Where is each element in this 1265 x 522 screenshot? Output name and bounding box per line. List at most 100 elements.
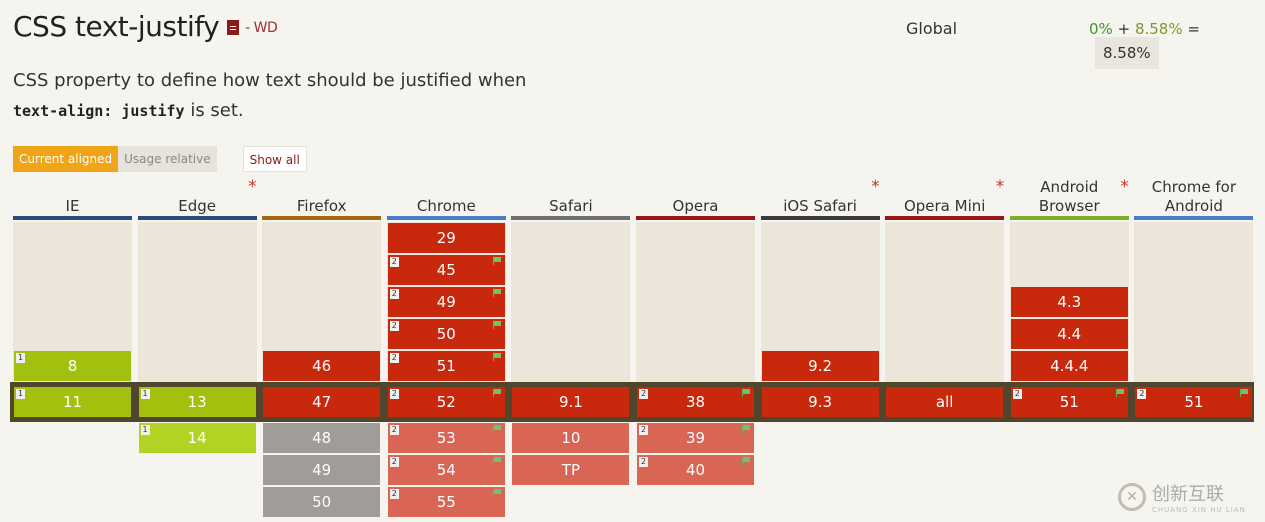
version-cell[interactable]: TP [512,455,630,485]
version-label: 10 [561,429,581,447]
current-aligned-button[interactable]: Current aligned [13,146,119,172]
version-cell[interactable]: 10 [512,423,630,453]
version-cell[interactable]: 4.4 [1010,319,1128,349]
version-label: 53 [436,429,456,447]
browser-header[interactable]: Android Browser * [1009,178,1129,220]
flag-icon [492,289,502,297]
note-badge: 1 [140,425,150,435]
version-cell[interactable]: all [886,387,1004,417]
browser-name: Chrome [416,197,476,215]
flag-icon [492,489,502,497]
version-cell[interactable]: 4.4.4 [1010,351,1128,381]
browser-color-bar [262,216,382,220]
document-icon[interactable] [227,20,240,35]
version-label: 49 [312,461,332,479]
usage-relative-button[interactable]: Usage relative [118,146,217,172]
version-cell[interactable]: 9.1 [512,387,630,417]
browser-column [1134,222,1254,382]
version-label: 45 [436,261,456,279]
global-total: 8.58% [1095,37,1159,69]
version-cell[interactable]: 50 [263,487,381,517]
version-label: 11 [62,393,83,411]
browser-color-bar [511,216,631,220]
description-text-pre: CSS property to define how text should b… [13,70,527,91]
version-label: 48 [312,429,332,447]
global-partial: 8.58% [1134,20,1183,38]
version-cell[interactable]: 53 2 [387,423,505,453]
prefix-star-icon: * [248,177,257,197]
browser-header[interactable]: Opera Mini * [885,178,1005,220]
version-label: 13 [187,393,207,411]
note-badge: 2 [389,389,399,399]
browser-header[interactable]: Safari [511,178,631,220]
browser-header[interactable]: Edge * [137,177,257,220]
browser-header[interactable]: Chrome [386,178,506,220]
browser-color-bar [1134,216,1254,220]
version-cell[interactable]: 9.2 [761,351,879,381]
browser-column [885,222,1005,382]
watermark-logo-icon: ✕ [1118,483,1146,511]
version-cell[interactable]: 50 2 [387,319,505,349]
version-cell[interactable]: 11 1 [14,387,131,417]
description-code: text-align: justify [13,102,185,120]
version-cell[interactable]: 39 2 [637,423,754,453]
version-label: 54 [436,461,456,479]
flag-icon [492,425,502,433]
description-text-post: is set. [184,100,244,121]
flag-icon [742,425,751,433]
version-label: TP [561,461,580,479]
browser-color-bar [137,216,257,220]
version-cell[interactable]: 9.3 [761,387,879,417]
version-cell[interactable]: 55 2 [387,487,505,517]
version-cell[interactable]: 4.3 [1010,287,1128,317]
page-title: CSS text-justify - WD [13,10,278,43]
version-cell[interactable]: 48 [263,423,381,453]
browser-header[interactable]: iOS Safari * [760,177,880,220]
version-cell[interactable]: 51 2 [387,351,505,381]
browser-color-bar [1009,216,1129,220]
browser-header[interactable]: Opera [636,178,755,220]
version-cell[interactable]: 29 [387,223,505,253]
version-cell[interactable]: 47 [263,387,381,417]
version-cell[interactable]: 51 2 [1135,387,1253,417]
version-label: 4.4 [1057,325,1082,343]
browser-name: Edge [178,197,216,215]
spec-status[interactable]: - WD [245,20,278,36]
version-cell[interactable]: 54 2 [387,455,505,485]
browser-color-bar [386,216,506,220]
browser-name: Android Browser [1038,178,1100,215]
browser-column [636,222,755,382]
version-cell[interactable]: 14 1 [138,423,256,453]
flag-icon [492,257,502,265]
note-badge: 1 [16,389,25,399]
version-cell[interactable]: 38 2 [637,387,754,417]
version-cell[interactable]: 51 2 [1010,387,1128,417]
note-badge: 2 [389,489,399,499]
watermark-brand: 创新互联 [1152,484,1224,505]
flag-icon [492,389,502,397]
version-cell[interactable]: 49 [263,455,381,485]
version-label: 55 [436,493,456,511]
version-cell[interactable]: 13 1 [138,387,256,417]
browser-color-bar [13,216,132,220]
version-label: 9.2 [808,357,833,375]
browser-header[interactable]: Chrome for Android [1134,178,1254,220]
version-cell[interactable]: 46 [263,351,381,381]
feature-title: CSS text-justify [13,10,220,43]
note-badge: 2 [389,457,399,467]
note-badge: 1 [140,389,150,399]
version-cell[interactable]: 45 2 [387,255,505,285]
version-label: 49 [436,293,456,311]
version-cell[interactable]: 52 2 [387,387,505,417]
browser-header[interactable]: IE [13,178,132,220]
version-label: 8 [67,357,78,375]
prefix-star-icon: * [871,177,880,197]
flag-icon [1240,389,1249,397]
browser-name: Safari [549,197,593,215]
show-all-button[interactable]: Show all [242,146,307,172]
browser-name: iOS Safari [783,197,857,215]
version-cell[interactable]: 49 2 [387,287,505,317]
version-cell[interactable]: 40 2 [637,455,754,485]
browser-header[interactable]: Firefox [262,178,382,220]
